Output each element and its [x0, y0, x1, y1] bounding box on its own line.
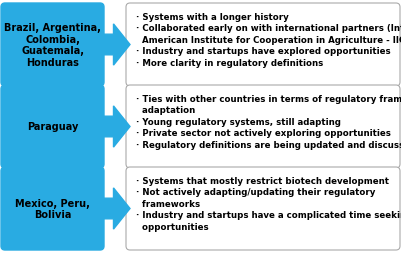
Polygon shape	[100, 188, 130, 229]
Polygon shape	[100, 106, 130, 148]
FancyBboxPatch shape	[1, 4, 104, 87]
FancyBboxPatch shape	[1, 86, 104, 168]
FancyBboxPatch shape	[126, 167, 400, 250]
FancyBboxPatch shape	[1, 167, 104, 250]
Text: Mexico, Peru,
Bolivia: Mexico, Peru, Bolivia	[15, 198, 90, 219]
Text: Paraguay: Paraguay	[27, 122, 78, 132]
Text: · Systems with a longer history
· Collaborated early on with international partn: · Systems with a longer history · Collab…	[136, 13, 401, 68]
Text: · Systems that mostly restrict biotech development
· Not actively adapting/updat: · Systems that mostly restrict biotech d…	[136, 176, 401, 231]
Polygon shape	[100, 25, 130, 66]
Text: · Ties with other countries in terms of regulatory framework
  adaptation
· Youn: · Ties with other countries in terms of …	[136, 95, 401, 149]
Text: Brazil, Argentina,
Colombia,
Guatemala,
Honduras: Brazil, Argentina, Colombia, Guatemala, …	[4, 23, 101, 68]
FancyBboxPatch shape	[126, 86, 400, 168]
FancyBboxPatch shape	[126, 4, 400, 87]
